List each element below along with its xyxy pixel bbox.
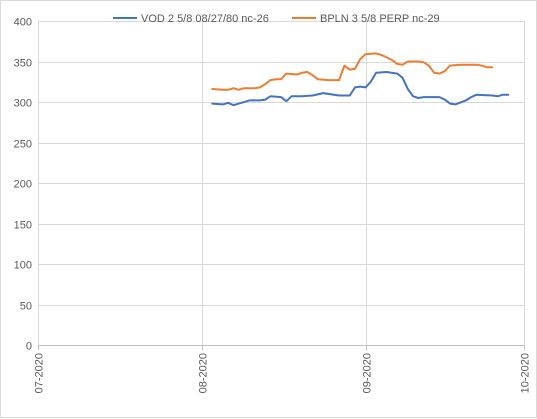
axes: 0 50 100 150 200 250 300 350 400 07-2020 08-2020 09… xyxy=(14,17,532,394)
x-tick-label: 07-2020 xyxy=(34,353,46,393)
y-tick-label: 250 xyxy=(14,139,32,151)
y-tick-label: 350 xyxy=(14,58,32,70)
y-tick-label: 150 xyxy=(14,220,32,232)
y-tick-label: 300 xyxy=(14,98,32,110)
x-tick-label: 08-2020 xyxy=(198,353,210,393)
legend-label-2: BPLN 3 5/8 PERP nc-29 xyxy=(320,13,440,25)
y-tick-label: 400 xyxy=(14,17,32,29)
series-line-1 xyxy=(211,71,510,107)
series-lines xyxy=(211,52,510,107)
x-tick-label: 09-2020 xyxy=(362,353,374,393)
gridlines xyxy=(38,21,525,345)
y-tick-label: 200 xyxy=(14,179,32,191)
x-tick-label: 10-2020 xyxy=(520,353,532,393)
legend: VOD 2 5/8 08/27/80 nc-26 BPLN 3 5/8 PERP … xyxy=(113,13,440,25)
y-tick-label: 50 xyxy=(20,301,32,313)
y-tick-label: 0 xyxy=(26,341,32,353)
series-line-2 xyxy=(211,52,494,91)
y-tick-label: 100 xyxy=(14,260,32,272)
legend-label-1: VOD 2 5/8 08/27/80 nc-26 xyxy=(141,13,269,25)
